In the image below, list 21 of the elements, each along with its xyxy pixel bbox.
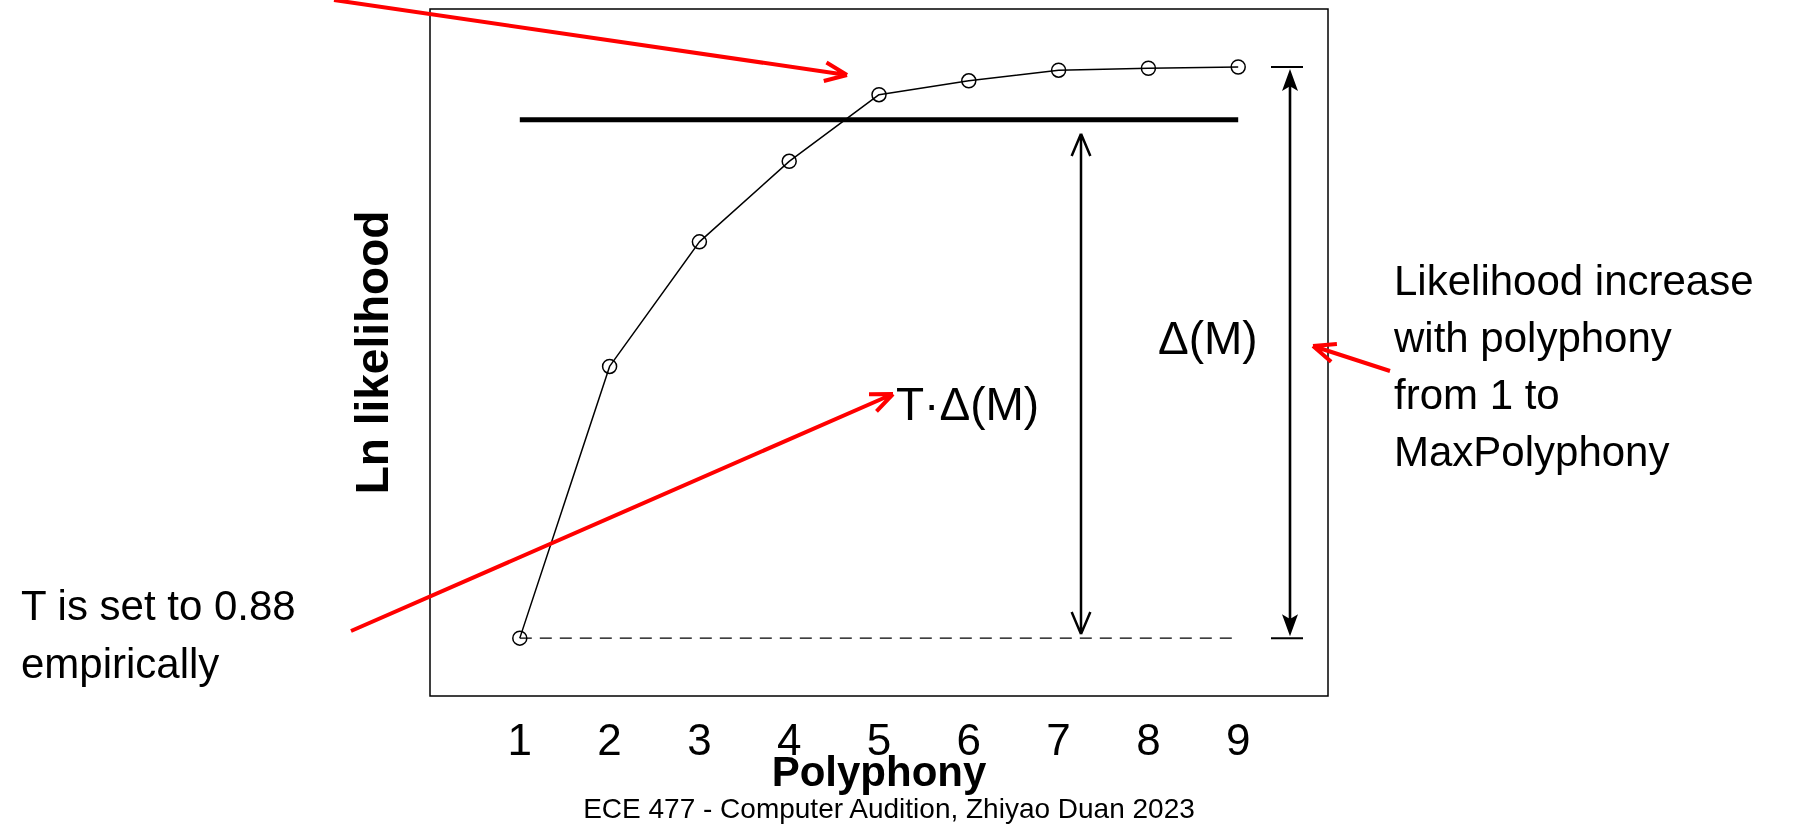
y-axis-title: Ln likelihood bbox=[346, 210, 398, 495]
annotation: T·Δ(M) bbox=[896, 378, 1040, 430]
point bbox=[691, 234, 708, 250]
x-tick-label: 9 bbox=[1225, 715, 1251, 764]
point bbox=[601, 358, 618, 375]
text: Likelihood increase with polyphony from 1 to MaxPolyphony bbox=[1393, 257, 1754, 475]
point bbox=[1140, 60, 1157, 77]
annotation: Δ(M) bbox=[1158, 312, 1258, 364]
point bbox=[1050, 62, 1067, 78]
x-tick-label: 3 bbox=[687, 715, 712, 764]
point bbox=[961, 73, 977, 89]
text: T is set to 0.88 empirically bbox=[21, 582, 296, 687]
x-tick-label: 8 bbox=[1136, 715, 1161, 764]
x-tick-label: 1 bbox=[507, 715, 533, 764]
x-tick-label: 7 bbox=[1046, 715, 1071, 764]
x-tick-label: 2 bbox=[597, 715, 622, 764]
point bbox=[781, 153, 797, 170]
point bbox=[871, 86, 887, 103]
x-tick-label: 6 bbox=[956, 715, 982, 764]
point bbox=[512, 630, 528, 646]
point bbox=[1230, 59, 1246, 75]
